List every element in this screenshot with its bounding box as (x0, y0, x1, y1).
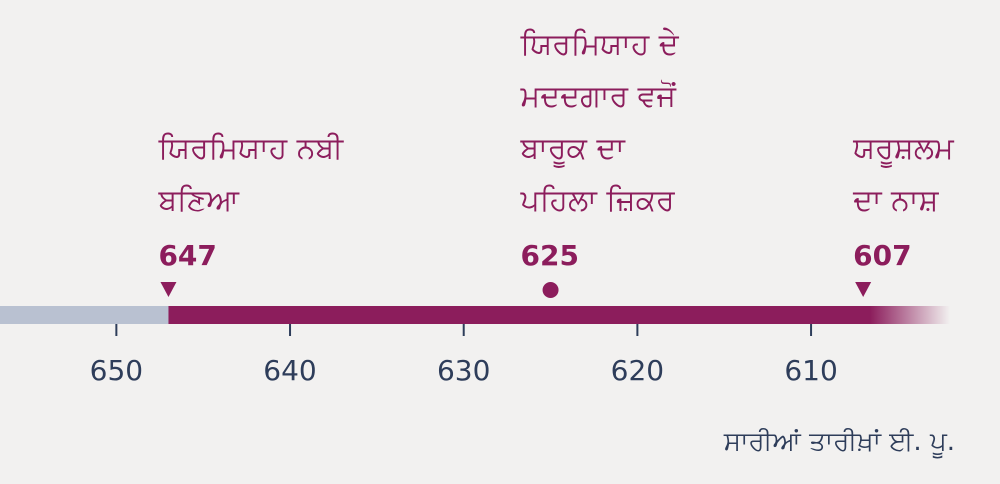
event-label: ਮਦਦਗਾਰ ਵਜੋਂ (520, 79, 678, 114)
event-year: 607 (853, 239, 911, 272)
x-tick-label: 610 (784, 354, 837, 387)
bar-before (0, 306, 169, 324)
x-tick-label: 620 (611, 354, 664, 387)
event-marker (542, 282, 559, 298)
event-marker (855, 282, 872, 297)
x-tick-label: 630 (437, 354, 490, 387)
event-label: ਪਹਿਲਾ ਜ਼ਿਕਰ (520, 183, 676, 218)
bar-period (168, 306, 870, 324)
event-label: ਯਿਰਮਿਯਾਹ ਦੇ (520, 27, 680, 62)
x-tick-label: 650 (90, 354, 143, 387)
event-label: ਯਰੂਸ਼ਲਮ (852, 131, 955, 168)
event-marker (160, 282, 177, 297)
bar-fade (870, 306, 950, 324)
x-tick-label: 640 (263, 354, 316, 387)
note: ਸਾਰੀਆਂ ਤਾਰੀਖ਼ਾਂ ਈ. ਪੂ. (723, 427, 955, 459)
event-label: ਯਿਰਮਿਯਾਹ ਨਬੀ (157, 131, 344, 166)
event-label: ਦਾ ਨਾਸ਼ (852, 183, 939, 218)
event-label: ਬਾਰੂਕ ਦਾ (520, 131, 627, 168)
event-year: 647 (158, 239, 216, 272)
event-year: 625 (521, 239, 579, 272)
event-label: ਬਣਿਆ (157, 183, 240, 218)
